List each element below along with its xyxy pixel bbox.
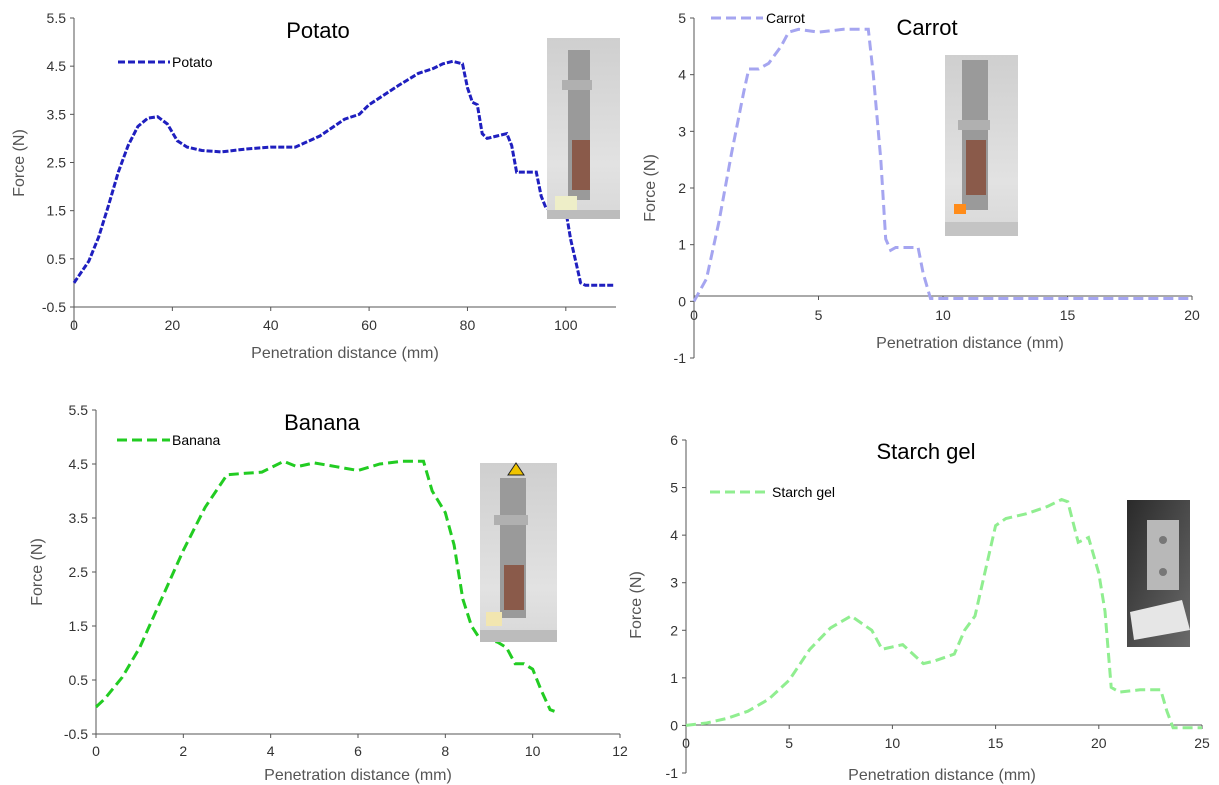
- x-tick-label: 10: [525, 743, 541, 759]
- legend-label-starch-gel: Starch gel: [772, 484, 835, 500]
- y-tick-label: 4.5: [47, 58, 67, 74]
- x-tick-label: 10: [935, 307, 951, 323]
- x-tick-label: 100: [554, 317, 578, 333]
- x-axis-title-carrot: Penetration distance (mm): [876, 335, 1064, 352]
- x-tick-label: 20: [1184, 307, 1200, 323]
- legend-potato: Potato: [118, 54, 213, 70]
- chart-title-carrot: Carrot: [896, 15, 957, 40]
- x-tick-label: 0: [92, 743, 100, 759]
- x-tick-label: 20: [1091, 735, 1107, 751]
- y-tick-label: 5.5: [47, 10, 67, 26]
- y-tick-label: 5.5: [69, 402, 89, 418]
- y-tick-label: 4: [678, 67, 686, 83]
- panel-potato: Potato -0.5 0.5 1.5 2.5 3.5 4.5 5.5 0 20 40 60 80 10…: [11, 10, 620, 362]
- x-tick-label: 80: [460, 317, 476, 333]
- tick-group-carrot: -1 0 1 2 3 4 5 0 5 10 15 20: [674, 10, 1200, 366]
- y-tick-label: 4: [670, 527, 678, 543]
- y-axis-title-potato: Force (N): [11, 129, 28, 197]
- legend-starch-gel: Starch gel: [710, 484, 835, 500]
- x-tick-label: 40: [263, 317, 279, 333]
- chart-title-starch-gel: Starch gel: [876, 439, 975, 464]
- y-tick-label: 0: [670, 717, 678, 733]
- series-line-banana: [94, 459, 556, 713]
- y-tick-label: 5: [670, 480, 678, 496]
- x-tick-label: 8: [441, 743, 449, 759]
- y-tick-label: 1: [678, 237, 686, 253]
- legend-label-potato: Potato: [172, 54, 213, 70]
- x-tick-label: 10: [885, 735, 901, 751]
- legend-carrot: Carrot: [711, 10, 805, 26]
- y-tick-label: 0.5: [47, 251, 67, 267]
- x-axis-title-starch-gel: Penetration distance (mm): [848, 767, 1036, 784]
- photo-banana: [480, 462, 557, 642]
- legend-label-carrot: Carrot: [766, 10, 805, 26]
- x-tick-label: 6: [354, 743, 362, 759]
- series-line-carrot: [692, 27, 1192, 303]
- y-tick-label: -1: [674, 350, 687, 366]
- y-tick-label: 1: [670, 670, 678, 686]
- x-tick-label: 20: [165, 317, 181, 333]
- y-tick-label: 1.5: [69, 618, 89, 634]
- photo-carrot: [945, 55, 1018, 236]
- panel-carrot: Carrot -1 0 1 2 3 4 5 0 5 10 15 20 Force (N) Penetr…: [642, 10, 1200, 366]
- legend-banana: Banana: [117, 432, 220, 448]
- y-tick-label: 6: [670, 432, 678, 448]
- y-tick-label: 1.5: [47, 203, 67, 219]
- y-tick-label: -0.5: [64, 726, 88, 742]
- x-tick-label: 4: [267, 743, 275, 759]
- x-tick-label: 25: [1194, 735, 1210, 751]
- x-tick-label: 12: [612, 743, 628, 759]
- legend-label-banana: Banana: [172, 432, 220, 448]
- y-tick-label: 3.5: [69, 510, 89, 526]
- x-axis-title-banana: Penetration distance (mm): [264, 767, 452, 784]
- chart-title-potato: Potato: [286, 18, 350, 43]
- y-tick-label: -1: [666, 765, 679, 781]
- y-tick-label: 2: [670, 622, 678, 638]
- y-tick-label: 5: [678, 10, 686, 26]
- x-tick-label: 15: [988, 735, 1004, 751]
- y-tick-label: 0.5: [69, 672, 89, 688]
- photo-starch-gel: [1127, 500, 1190, 647]
- tick-group-potato: -0.5 0.5 1.5 2.5 3.5 4.5 5.5 0 20 40 60 80 100: [42, 10, 578, 333]
- tick-group-banana: -0.5 0.5 1.5 2.5 3.5 4.5 5.5 0 2 4 6 8 10 12: [64, 402, 628, 759]
- y-tick-label: 2.5: [47, 155, 67, 171]
- y-tick-label: 3: [670, 575, 678, 591]
- x-tick-label: 15: [1060, 307, 1076, 323]
- y-tick-label: 2.5: [69, 564, 89, 580]
- y-tick-label: -0.5: [42, 299, 66, 315]
- x-axis-title-potato: Penetration distance (mm): [251, 345, 439, 362]
- panel-banana: Banana -0.5 0.5 1.5 2.5 3.5 4.5 5.5 0 2 4 6 8 10 12 F…: [29, 402, 628, 784]
- y-tick-label: 2: [678, 180, 686, 196]
- series-line-potato: [72, 59, 615, 287]
- x-tick-label: 5: [815, 307, 823, 323]
- chart-title-banana: Banana: [284, 410, 361, 435]
- x-tick-label: 60: [361, 317, 377, 333]
- x-tick-label: 0: [682, 735, 690, 751]
- x-tick-label: 2: [179, 743, 187, 759]
- x-tick-label: 0: [70, 317, 78, 333]
- y-tick-label: 4.5: [69, 456, 89, 472]
- photo-potato: [547, 38, 620, 219]
- series-line-starch-gel: [685, 497, 1202, 730]
- y-axis-title-banana: Force (N): [29, 538, 46, 606]
- y-axis-title-carrot: Force (N): [642, 154, 659, 222]
- x-tick-label: 0: [690, 307, 698, 323]
- y-tick-label: 3: [678, 123, 686, 139]
- y-tick-label: 3.5: [47, 106, 67, 122]
- y-tick-label: 0: [678, 293, 686, 309]
- y-axis-title-starch-gel: Force (N): [628, 571, 645, 639]
- x-tick-label: 5: [785, 735, 793, 751]
